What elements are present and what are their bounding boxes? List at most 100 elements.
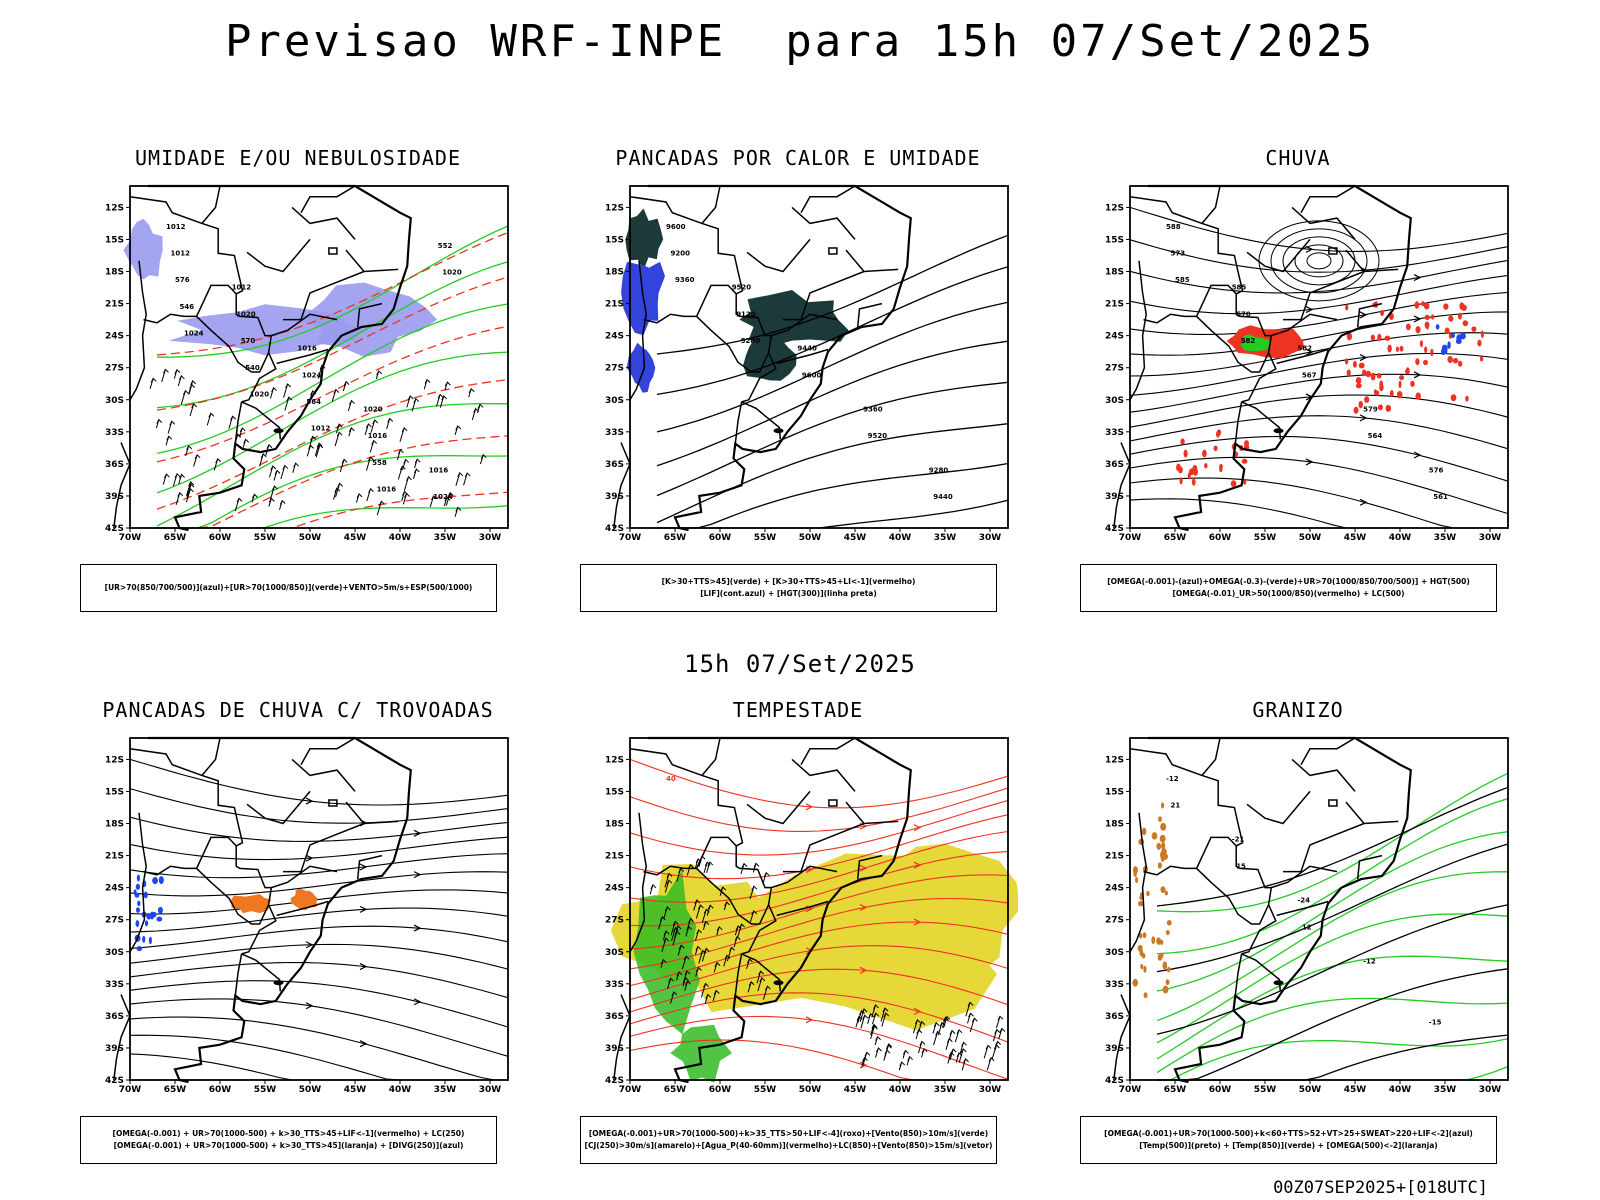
rain-cell [1376,373,1382,379]
flow-arrow [359,863,368,871]
political-border [291,758,356,792]
political-border [143,313,197,324]
wind-vector [355,493,363,503]
contour-line [656,234,1009,355]
contour-label: 1020 [250,391,270,399]
flow-arrow [359,905,368,913]
legend-box: [UR>70(850/700/500)](azul)+[UR>70(1000/8… [80,564,497,612]
panel-chuva: CHUVA 12S 15S 18S 21S 24S 27S 30S 33S 36S 39S 42S 7… [1063,146,1533,646]
political-border [696,867,770,925]
contour-line [1157,968,1509,1081]
wind-vector [471,407,480,421]
rain-cell [1459,332,1466,340]
lif-area [626,342,656,393]
legend-line: [OMEGA(-0.01)_UR>50(1000/850)(vermelho) … [1172,589,1405,598]
hail-cell [1137,900,1144,907]
rain-cell [1361,369,1367,376]
wind-vector [695,966,702,977]
panel-title: PANCADAS DE CHUVA C/ TROVOADAS [102,698,494,722]
federal-district [828,247,838,255]
panel-tempestade: TEMPESTADE 12S 15S 18S 21S 24S 27S 30S 33S 36S 39… [563,698,1033,1198]
lon-tick-label: 30W [1479,533,1502,543]
hail-cell [1156,842,1162,850]
rain-cell [1191,477,1196,486]
lat-tick-label: 36S [605,460,624,470]
rain-cell [1471,326,1477,333]
lat-tick-label: 30S [105,948,124,958]
flow-arrow [359,962,368,971]
contour-label: 582 [1297,345,1312,353]
streamline [629,921,1009,987]
political-border [1356,854,1383,880]
wind-vector [664,879,673,893]
lat-tick-label: 21S [605,300,624,310]
hail-cell [1151,832,1158,840]
contour-line [657,499,1009,529]
wind-vector [857,1009,865,1023]
wind-vector [746,958,753,970]
political-border [1345,249,1399,273]
contour-label: 1020 [363,406,383,414]
political-border [291,206,356,240]
wind-vector [747,981,755,993]
streamline [1129,332,1509,377]
lon-tick-label: 50W [1299,533,1322,543]
coastline [648,184,912,532]
hail-cell [1160,802,1165,809]
rain-cell [1479,355,1484,362]
wind-vector [874,1035,881,1046]
contour-line [157,435,509,529]
wind-vector [921,1047,928,1058]
wind-vector [712,989,720,1002]
lon-tick-label: 40W [1389,533,1412,543]
contour-line [156,231,509,356]
political-border [783,270,865,321]
flow-arrow [859,966,868,974]
wind-vector [701,947,710,962]
wind-vector [177,374,185,387]
lon-tick-label: 60W [1209,533,1232,543]
wind-vector [860,1014,869,1029]
contour-label: 1020 [236,310,256,318]
political-border [300,185,356,214]
rain-cell [1423,302,1430,310]
wind-vector [161,368,169,383]
hail-cell [1166,966,1171,973]
wind-vector [906,1055,914,1066]
wind-vector [948,1029,956,1040]
wind-vector [429,495,437,508]
wind-vector [733,935,741,948]
wind-vector [314,442,323,456]
rain-cell [1477,339,1482,347]
contour-label: 570 [241,337,256,345]
wind-vector [870,1023,878,1036]
wind-vector [912,1018,921,1034]
lat-tick-label: 24S [605,332,624,342]
divergence-cell [135,920,140,927]
streamline [629,945,1009,1001]
lon-tick-label: 70W [119,533,142,543]
lat-tick-label: 27S [1105,364,1124,374]
wind-vector [757,977,766,992]
middle-date-label: 15h 07/Set/2025 [684,650,916,678]
rain-cell [1385,404,1392,412]
rain-cell [1415,392,1421,400]
divergence-cell [152,877,158,885]
hail-cell [1159,834,1166,843]
political-border [643,313,697,324]
wind-vector [413,468,420,479]
rain-cell [1414,301,1420,309]
contour-label: 1020 [442,269,462,277]
political-border [771,313,838,337]
panel-title: GRANIZO [1252,698,1344,722]
lat-tick-label: 30S [1105,396,1124,406]
wind-vector [685,925,693,937]
wind-vector [342,380,350,392]
wind-vector [186,483,195,499]
flow-arrow [913,824,922,832]
rain-cell [1452,357,1459,364]
flow-arrow [1359,311,1368,319]
rain-cell [1244,440,1249,448]
rain-cell [1447,355,1453,364]
